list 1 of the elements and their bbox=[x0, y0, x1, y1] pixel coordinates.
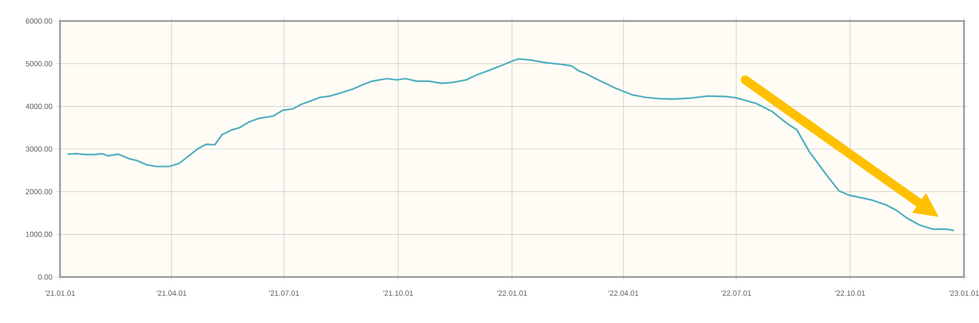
line-series bbox=[66, 58, 955, 232]
